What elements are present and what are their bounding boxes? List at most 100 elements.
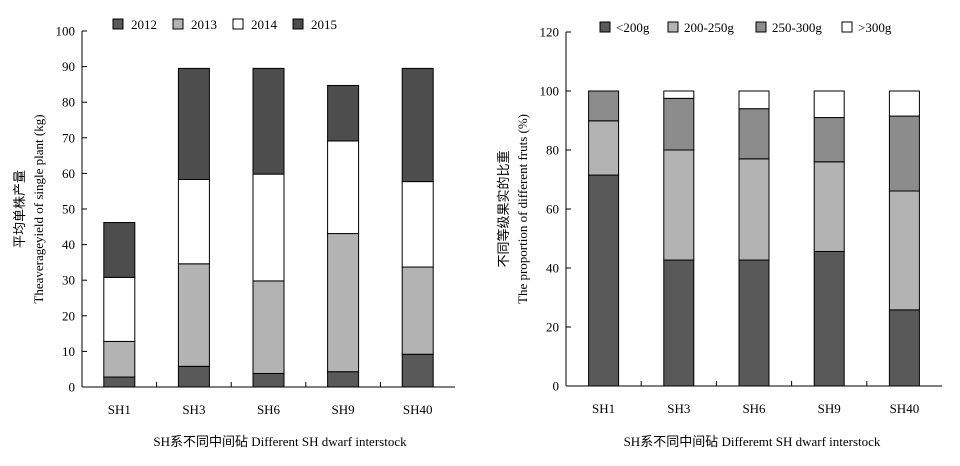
bar-sh3-2015 (177, 67, 210, 180)
bar-sh9-250-300g (813, 117, 845, 163)
right-x-label: SH系不同中间砧 Differemt SH dwarf interstock (624, 434, 881, 449)
bar-sh3-2014 (177, 178, 210, 265)
bar-sh9-2013 (327, 233, 360, 373)
legend-label-200-250: 200-250g (684, 20, 734, 35)
bar-sh40-2012 (401, 353, 434, 388)
x-tick-label-sh40: SH40 (403, 402, 433, 417)
y-tick-label: 50 (62, 202, 75, 217)
bar-sh1-250-300g (588, 90, 620, 122)
bar-sh9-200-250g (813, 161, 845, 252)
bar-sh1-2015 (103, 222, 136, 278)
y-tick-label: 80 (546, 143, 559, 158)
legend-swatch-gt300 (841, 21, 853, 33)
right-y-label-cn: 不同等级果实的比重 (496, 150, 511, 267)
y-tick-label: 10 (62, 344, 75, 359)
bar-sh6-2013 (252, 280, 285, 374)
bar-sh1-2013 (103, 340, 136, 378)
bar-sh3-2012 (177, 365, 210, 388)
legend-swatch-2013 (172, 18, 184, 30)
legend-label-2014: 2014 (251, 17, 278, 32)
bar-sh1-2012 (103, 376, 136, 388)
bar-sh6-2012 (252, 372, 285, 388)
legend-swatch-lt200 (599, 21, 611, 33)
bar-sh9-lt200g (813, 250, 845, 387)
bar-sh1-2014 (103, 276, 136, 342)
y-tick-label: 20 (546, 320, 559, 335)
chart-left: 2012 2013 2014 2015 0 10 20 30 40 50 60 70 80 90 1… (12, 17, 455, 449)
legend-label-2015: 2015 (311, 17, 337, 32)
legend-label-gt300: >300g (858, 20, 892, 35)
x-tick-label-sh3: SH3 (182, 402, 205, 417)
y-tick-label: 120 (540, 25, 560, 40)
right-y-axis-ticks: 0 20 40 60 80 100 120 (540, 25, 571, 394)
left-legend: 2012 2013 2014 2015 (112, 17, 337, 32)
bar-sh6-200-250g (738, 158, 770, 261)
x-tick-label-sh9: SH9 (818, 401, 841, 416)
bar-sh6-lt200g (738, 259, 770, 387)
legend-label-2013: 2013 (191, 17, 217, 32)
legend-label-lt200: <200g (616, 20, 650, 35)
bar-sh9-2012 (327, 371, 360, 388)
bar-sh6-2014 (252, 173, 285, 282)
bar-sh40-2015 (401, 67, 434, 183)
bar-sh9-2015 (327, 84, 360, 142)
left-y-label-en: Theaverageyield of single plant (kg) (31, 114, 46, 303)
legend-label-2012: 2012 (131, 17, 157, 32)
y-tick-label: 70 (62, 130, 75, 145)
bar-sh3-2013 (177, 263, 210, 367)
bar-sh9-2014 (327, 140, 360, 235)
left-x-label: SH系不同中间砧 Different SH dwarf interstock (153, 434, 407, 449)
left-x-axis-ticks: SH1 SH3 SH6 SH9 SH40 (108, 382, 433, 417)
y-tick-label: 40 (62, 237, 75, 252)
y-tick-label: 90 (62, 59, 75, 74)
x-tick-label-sh6: SH6 (742, 401, 766, 416)
y-tick-label: 0 (69, 380, 76, 395)
legend-swatch-2015 (292, 18, 304, 30)
y-tick-label: 60 (546, 202, 559, 217)
left-bars (103, 67, 434, 388)
x-tick-label-sh40: SH40 (890, 401, 920, 416)
bar-sh1-200-250g (588, 120, 620, 176)
bar-sh3-gt300g (663, 90, 695, 99)
y-tick-label: 80 (62, 95, 75, 110)
bar-sh6-250-300g (738, 108, 770, 160)
y-tick-label: 20 (62, 308, 75, 323)
bar-sh40-2013 (401, 266, 434, 355)
x-tick-label-sh3: SH3 (667, 401, 690, 416)
right-x-axis-ticks: SH1 SH3 SH6 SH9 SH40 (592, 381, 919, 416)
y-tick-label: 100 (540, 84, 560, 99)
bar-sh3-250-300g (663, 97, 695, 151)
right-y-label-en: The proportion of different fruts (%) (515, 114, 530, 304)
y-tick-label: 100 (56, 24, 76, 39)
y-tick-label: 30 (62, 273, 75, 288)
legend-label-250-300: 250-300g (772, 20, 822, 35)
bar-sh1-lt200g (588, 174, 620, 387)
bar-sh6-2015 (252, 67, 285, 175)
y-tick-label: 60 (62, 166, 75, 181)
right-legend: <200g 200-250g 250-300g >300g (599, 20, 892, 35)
bar-sh3-lt200g (663, 259, 695, 387)
legend-swatch-2012 (112, 18, 124, 30)
legend-swatch-200-250 (667, 21, 679, 33)
legend-swatch-250-300 (755, 21, 767, 33)
bar-sh40-lt200g (888, 309, 920, 387)
bar-sh6-gt300g (738, 90, 770, 110)
chart-right: <200g 200-250g 250-300g >300g 0 20 40 60 80 1… (496, 20, 942, 449)
bar-sh9-gt300g (813, 90, 845, 119)
y-tick-label: 40 (546, 261, 559, 276)
right-bars (588, 90, 920, 387)
bar-sh40-gt300g (888, 90, 920, 117)
x-tick-label-sh1: SH1 (108, 402, 131, 417)
x-tick-label-sh9: SH9 (332, 402, 355, 417)
bar-sh40-200-250g (888, 190, 920, 311)
bar-sh3-200-250g (663, 149, 695, 261)
y-tick-label: 0 (553, 379, 560, 394)
left-y-label-cn: 平均单株产量 (12, 170, 27, 248)
x-tick-label-sh1: SH1 (592, 401, 615, 416)
bar-sh40-250-300g (888, 115, 920, 192)
x-tick-label-sh6: SH6 (257, 402, 281, 417)
bar-sh40-2014 (401, 181, 434, 268)
legend-swatch-2014 (232, 18, 244, 30)
left-y-axis-ticks: 0 10 20 30 40 50 60 70 80 90 100 (56, 24, 87, 395)
